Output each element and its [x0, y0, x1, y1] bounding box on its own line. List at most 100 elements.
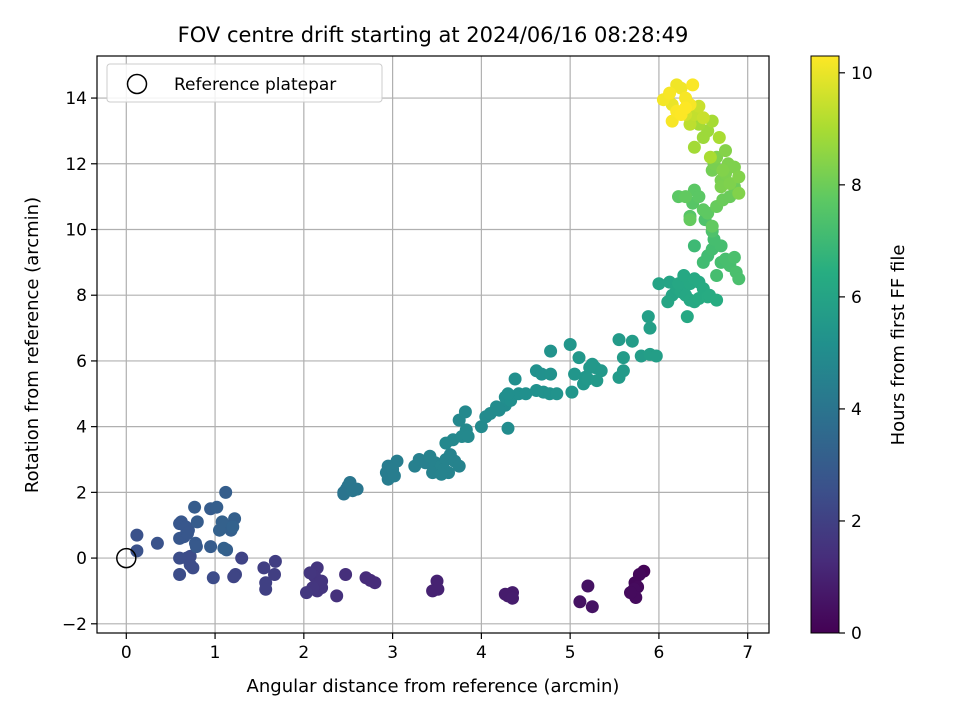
data-point	[189, 540, 203, 554]
data-point	[661, 295, 675, 309]
data-point	[723, 177, 737, 190]
data-point	[652, 277, 666, 291]
colorbar-ticks: 0 2 4 6 8 10	[839, 64, 873, 644]
data-point	[716, 163, 730, 177]
data-point	[583, 361, 597, 374]
legend-marker-icon	[126, 73, 148, 95]
x-axis-ticks: 0 1 2 3 4 5 6 7	[121, 633, 753, 663]
data-point	[508, 372, 522, 386]
y-tick-label: 4	[76, 418, 87, 438]
data-point	[259, 582, 273, 596]
data-point	[616, 364, 630, 378]
data-point	[696, 111, 710, 125]
data-point	[692, 190, 706, 204]
legend-box	[106, 63, 383, 103]
data-point	[219, 485, 233, 499]
data-point	[501, 387, 515, 401]
data-point	[257, 561, 271, 575]
data-point	[359, 571, 373, 585]
data-point	[217, 541, 231, 555]
data-point	[625, 334, 639, 348]
colorbar-tick-label: 8	[851, 176, 862, 196]
colorbar: 0 2 4 6 8 10 Hours from first FF file	[810, 55, 909, 644]
x-tick-label: 0	[121, 643, 132, 663]
data-point	[268, 554, 282, 568]
data-point	[624, 586, 637, 600]
data-point	[452, 459, 466, 473]
data-point	[701, 206, 715, 220]
data-point	[727, 250, 741, 264]
data-point	[206, 571, 220, 585]
data-point	[732, 186, 746, 200]
data-point	[339, 568, 353, 581]
data-point	[687, 239, 701, 253]
data-point	[544, 367, 558, 381]
data-point	[714, 239, 728, 253]
colorbar-gradient	[810, 55, 840, 634]
legend-label: Reference platepar	[174, 75, 336, 95]
data-point	[563, 338, 577, 351]
x-axis-label: Angular distance from reference (arcmin)	[247, 676, 620, 697]
data-point	[573, 595, 587, 609]
data-point	[226, 520, 240, 534]
data-point	[519, 387, 533, 401]
data-point	[679, 190, 693, 204]
data-point	[387, 469, 401, 483]
data-point	[350, 482, 364, 496]
chart-title: FOV centre drift starting at 2024/06/16 …	[178, 23, 689, 47]
data-point	[150, 536, 164, 550]
colorbar-tick-label: 0	[851, 624, 862, 644]
colorbar-tick-label: 4	[851, 400, 862, 420]
data-point	[300, 586, 313, 600]
colorbar-tick-label: 10	[851, 64, 873, 84]
x-tick-label: 6	[654, 643, 665, 663]
data-point	[474, 420, 488, 434]
data-point	[641, 310, 655, 324]
data-point	[215, 515, 229, 529]
data-point	[431, 582, 445, 596]
data-point	[616, 351, 630, 365]
data-point	[461, 430, 475, 443]
x-tick-label: 1	[210, 643, 221, 663]
data-point	[643, 321, 657, 335]
data-point	[710, 269, 724, 282]
x-tick-label: 3	[387, 643, 398, 663]
data-point	[434, 467, 448, 481]
data-point	[303, 566, 317, 580]
data-point	[594, 364, 608, 378]
data-point	[190, 515, 204, 529]
data-point	[568, 367, 582, 381]
data-point	[550, 387, 564, 401]
data-point	[330, 589, 344, 603]
y-tick-label: −2	[62, 615, 87, 635]
data-point	[665, 114, 679, 128]
data-point	[727, 160, 741, 174]
data-point	[686, 78, 700, 92]
x-tick-label: 5	[565, 643, 576, 663]
reference-marker	[116, 547, 137, 569]
data-point	[130, 544, 144, 558]
data-point	[585, 600, 599, 614]
data-point	[687, 140, 701, 154]
data-point	[492, 403, 506, 417]
data-point	[183, 549, 197, 563]
data-point	[705, 219, 719, 233]
data-point	[173, 551, 187, 565]
data-point	[544, 344, 558, 358]
data-point	[679, 101, 693, 115]
data-point	[535, 367, 549, 381]
data-point	[680, 310, 694, 324]
data-point	[683, 117, 697, 131]
data-point	[204, 540, 218, 554]
y-tick-label: 0	[76, 549, 87, 569]
data-point	[581, 579, 595, 593]
y-tick-label: 12	[65, 155, 87, 175]
colorbar-tick-label: 2	[851, 512, 862, 532]
data-point	[210, 500, 224, 514]
data-point	[663, 86, 677, 100]
data-points	[130, 78, 746, 614]
data-point	[732, 272, 746, 286]
data-point	[703, 150, 717, 164]
legend: Reference platepar	[106, 63, 383, 103]
colorbar-label: Hours from first FF file	[888, 245, 909, 446]
